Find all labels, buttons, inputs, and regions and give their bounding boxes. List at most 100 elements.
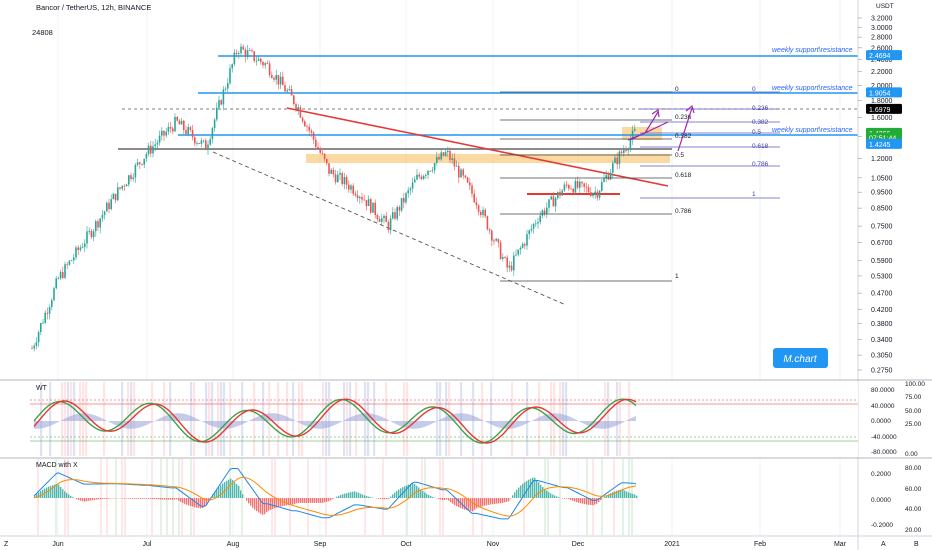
price-tag-1 <box>866 87 902 98</box>
fib-right-0236: 0.236 <box>752 105 769 112</box>
main-pane[interactable] <box>0 0 858 380</box>
price-tick-13: 0.8500 <box>871 206 893 213</box>
candle-body <box>372 202 374 213</box>
wt-title: WT <box>36 385 48 392</box>
candle-body <box>53 288 55 301</box>
time-tick-8: Feb <box>754 541 766 548</box>
bottom-b-button[interactable]: B <box>914 541 919 548</box>
resistance-zone-mid <box>306 154 670 163</box>
candle-body <box>119 187 121 189</box>
candle-body <box>222 89 225 105</box>
price-tick-19: 0.4200 <box>871 307 893 314</box>
candle-body <box>176 116 178 121</box>
price-tick-4: 2.4000 <box>871 57 893 64</box>
candle-body <box>40 323 42 333</box>
candle-body <box>361 196 363 200</box>
candle-body <box>88 230 90 232</box>
candle-body <box>585 186 588 188</box>
price-tick-15: 0.6700 <box>871 240 893 247</box>
candle-body <box>125 184 128 187</box>
bottom-z-button[interactable]: Z <box>4 541 9 548</box>
candle-body <box>249 50 251 52</box>
candle-body <box>75 247 77 258</box>
candle-body <box>552 196 555 207</box>
candle-body <box>304 121 306 127</box>
projection-arrows <box>627 104 695 152</box>
candle-body <box>295 103 297 110</box>
fib-left-0618: 0.618 <box>675 172 692 179</box>
candle-body <box>616 157 618 165</box>
candle-body <box>81 247 84 248</box>
candle-body <box>367 199 370 207</box>
dashed-trendline <box>212 151 567 306</box>
time-axis[interactable]: Jun Jul Aug Sep Oct Nov Dec 2021 Feb Mar <box>52 541 846 548</box>
price-tick-3: 2.6000 <box>871 45 893 52</box>
candle-body <box>398 207 401 211</box>
candle-body <box>568 185 570 189</box>
candle-body <box>409 188 412 191</box>
candle-body <box>436 156 438 164</box>
candle-body <box>625 150 627 151</box>
bottom-a-button[interactable]: A <box>881 541 886 548</box>
wt-axis-right-2: 50.00 <box>905 408 922 415</box>
candle-body <box>268 63 271 76</box>
macd-axis-right-0: 80.00 <box>905 465 922 472</box>
time-tick-6: Dec <box>572 541 585 548</box>
wt-axis-right-3: 25.00 <box>905 421 922 428</box>
candle-body <box>482 209 484 216</box>
candle-body <box>341 173 343 185</box>
candle-body <box>240 46 242 54</box>
candle-body <box>229 68 231 84</box>
price-tag-text-2: 1.6979 <box>869 107 891 114</box>
candle-body <box>255 60 258 62</box>
candle-body <box>264 63 266 66</box>
candle-body <box>161 130 163 136</box>
candle-body <box>631 130 634 140</box>
price-tick-18: 0.4700 <box>871 291 893 298</box>
candle-body <box>275 75 277 80</box>
price-tick-8: 1.6000 <box>871 115 893 122</box>
wt-pane[interactable] <box>0 381 858 457</box>
candle-body <box>216 107 218 120</box>
support-label-mid: weekly support\resistance <box>772 85 853 92</box>
candle-body <box>271 75 273 78</box>
candle-body <box>246 50 249 57</box>
candle-body <box>449 150 451 160</box>
candle-body <box>519 247 522 250</box>
candle-body <box>517 249 519 255</box>
candle-body <box>343 176 346 185</box>
candle-body <box>394 212 396 219</box>
candle-body <box>440 152 442 160</box>
time-tick-0: Jun <box>52 541 63 548</box>
price-axis[interactable]: 3.2000 3.0000 2.8000 2.6000 2.4000 2.2000 2.00… <box>858 16 893 375</box>
candle-body <box>57 278 60 280</box>
candle-body <box>334 174 337 183</box>
price-tick-17: 0.5300 <box>871 273 893 280</box>
macd-axis-left-2: -0.2000 <box>871 522 893 529</box>
candle-body <box>136 162 139 165</box>
candle-body <box>537 222 539 224</box>
candle-body <box>561 190 563 196</box>
candle-body <box>433 163 436 171</box>
fib-left-0: 0 <box>675 86 679 93</box>
candle-body <box>495 238 497 241</box>
watermark-text: M.chart <box>783 354 818 365</box>
candle-body <box>286 90 288 92</box>
candle-body <box>541 210 544 216</box>
candle-body <box>572 188 574 193</box>
candle-body <box>178 120 181 125</box>
macd-pane[interactable] <box>33 459 638 535</box>
candle-body <box>614 157 616 164</box>
candle-body <box>484 209 486 217</box>
candle-body <box>504 257 506 258</box>
candle-body <box>515 254 517 256</box>
candle-body <box>427 170 429 175</box>
candle-body <box>37 332 40 343</box>
candle-body <box>315 139 317 148</box>
candle-body <box>143 158 145 165</box>
wt-axis: 80.0000 100.00 40.0000 75.00 0.0000 50.00 -40.… <box>871 381 925 458</box>
candle-body <box>416 174 418 180</box>
candle-body <box>84 243 86 248</box>
candle-body <box>345 176 348 185</box>
